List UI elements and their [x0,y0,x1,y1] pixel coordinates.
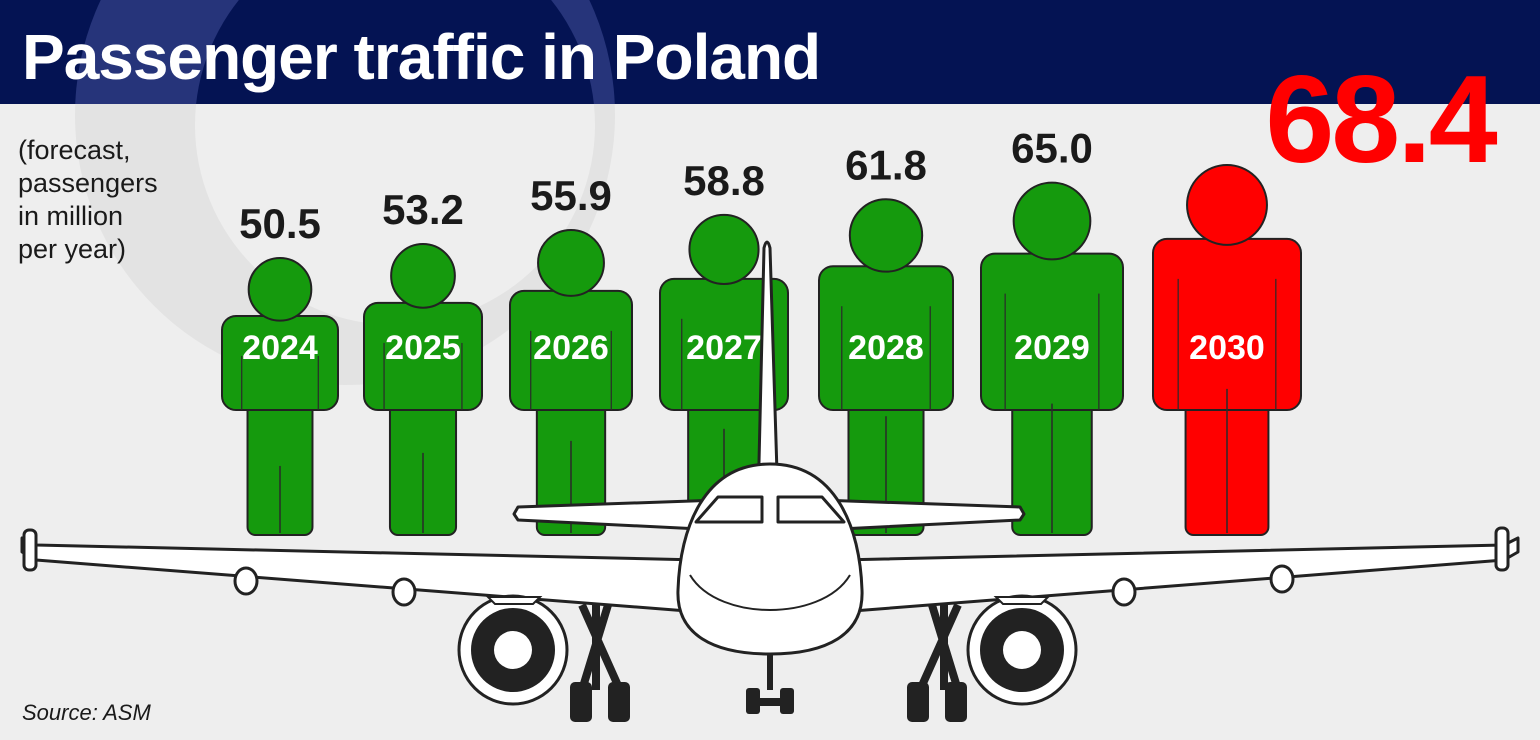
figure-head [848,198,924,273]
category-label: 2027 [686,329,762,367]
value-label: 58.8 [683,157,765,204]
category-label: 2030 [1189,329,1265,367]
category-label: 2029 [1014,329,1090,367]
category-label: 2028 [848,329,924,367]
nose-gear-wheel [746,688,760,714]
right-gear-wheel [907,682,929,722]
right-gear-strut [916,603,962,692]
nose-gear-wheel [780,688,794,714]
bar-figure-2029: 2029 [980,181,1124,536]
tail-fin [756,240,780,507]
source-note: Source: ASM [22,700,151,725]
value-label: 53.2 [382,186,464,233]
figure-head [390,242,456,309]
flap-fairing [391,577,417,607]
subtitle-line: passengers [18,168,158,198]
cockpit-window-left [694,495,764,524]
left-gear-strut [578,603,624,692]
value-label: 65.0 [1011,125,1093,172]
left-engine [457,594,569,706]
flap-fairing [233,566,259,596]
right-wing [838,536,1520,614]
figure-head [247,257,313,322]
header-ring-inner [196,0,594,104]
left-wing [20,536,702,614]
flap-fairing [1269,564,1295,594]
flap-fairing [1111,577,1137,607]
fuselage [676,462,864,656]
right-engine [966,594,1078,706]
value-label: 68.4 [1265,51,1497,189]
fuselage-contour [689,574,851,612]
bar-figure-2028: 2028 [818,198,954,537]
figure-head [1186,164,1268,246]
category-label: 2026 [533,329,609,367]
right-gear-wheel [945,682,967,722]
subtitle-line: per year) [18,234,127,264]
value-label: 61.8 [845,141,927,188]
right-winglet [1494,526,1510,572]
value-label: 50.5 [239,200,321,247]
left-gear-wheel [608,682,630,722]
chart-title: Passenger traffic in Poland [22,21,821,93]
left-gear-wheel [570,682,592,722]
header-decoration [75,0,615,104]
bar-figure-2025: 2025 [363,242,483,536]
bar-figure-2030: 2030 [1152,164,1302,536]
category-label: 2025 [385,329,461,367]
subtitle-line: in million [18,201,124,231]
nose-gear-axle [754,698,786,706]
bar-figure-2024: 2024 [221,257,339,536]
figure-head [688,213,760,285]
chart-subtitle: (forecast, passengers in million per yea… [18,134,218,266]
header-bar: Passenger traffic in Poland [0,0,1540,104]
left-winglet [22,528,38,572]
category-label: 2024 [242,329,318,367]
figure-head [1012,181,1092,261]
subtitle-line: (forecast, [18,135,131,165]
bar-figure-2027: 2027 [659,213,789,536]
cockpit-window-right [776,495,846,524]
value-label: 55.9 [530,172,612,219]
figure-head [537,228,605,297]
bar-figure-2026: 2026 [509,228,633,537]
